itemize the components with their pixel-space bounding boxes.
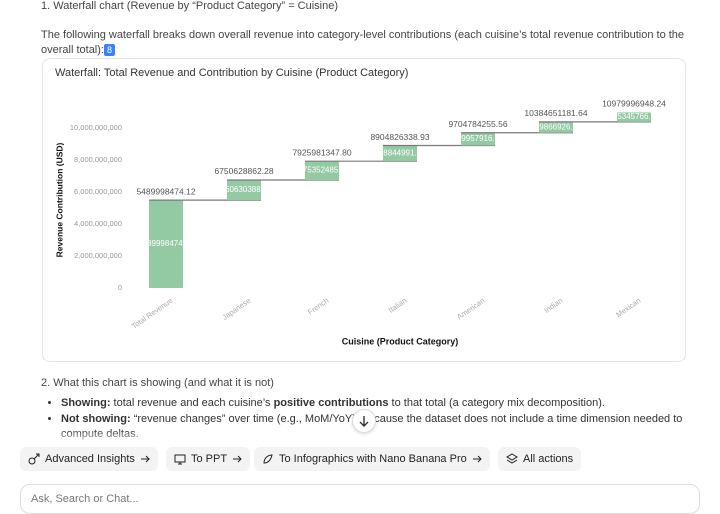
- bullet-text: total revenue and each cuisine’s: [110, 397, 274, 409]
- paragraph: The following waterfall breaks down over…: [41, 28, 691, 58]
- icon: [506, 453, 518, 464]
- bar: [227, 179, 261, 201]
- icon: [263, 454, 273, 464]
- button-label: To Infographics with Nano Banana Pro: [279, 453, 467, 465]
- y-tick-label: 4,000,000,000: [74, 219, 122, 228]
- bullet-bold: positive contributions: [273, 397, 389, 409]
- value-label: 1260630388.16: [216, 185, 272, 194]
- action-button[interactable]: All actions: [498, 447, 582, 471]
- value-label: 595345766.60: [608, 112, 660, 121]
- value-label: 978844991.13: [374, 148, 426, 157]
- x-tick-label: Japanese: [220, 296, 252, 322]
- total-label: 10979996948.24: [602, 99, 666, 109]
- x-tick-label: American: [455, 296, 486, 322]
- total-label: 5489998474.12: [136, 186, 195, 196]
- placeholder: Ask, Search or Chat...: [31, 493, 139, 505]
- button-label: To PPT: [191, 453, 228, 465]
- citation-badge[interactable]: 8: [103, 44, 115, 56]
- total-label: 10384651181.64: [524, 108, 587, 118]
- bullet-label: Showing:: [61, 397, 111, 409]
- x-tick-label: Mexican: [614, 296, 642, 319]
- x-axis-label: Cuisine (Product Category): [342, 336, 459, 346]
- chat-input[interactable]: Ask, Search or Chat...: [20, 484, 700, 514]
- bar: [461, 132, 495, 146]
- arrow: [140, 455, 150, 463]
- bar: [149, 200, 183, 288]
- x-tick-label: Total Revenue: [130, 296, 174, 331]
- y-axis-label: Revenue Contribution (USD): [54, 142, 64, 257]
- action-button[interactable]: To Infographics with Nano Banana Pro: [254, 447, 490, 471]
- arrow-icon: [359, 416, 369, 427]
- button-label: Advanced Insights: [45, 453, 135, 465]
- value-label: 799957916.63: [452, 134, 504, 143]
- action-button[interactable]: To PPT: [166, 447, 251, 471]
- action-button[interactable]: Advanced Insights: [20, 447, 158, 471]
- arrow: [233, 455, 242, 463]
- icon: [174, 454, 186, 465]
- section-heading: 2. What this chart is showing (and what …: [41, 377, 274, 389]
- y-tick-label: 6,000,000,000: [74, 187, 122, 196]
- y-tick-label: 10,000,000,000: [70, 123, 122, 132]
- value-label: 5489998474.12: [138, 239, 194, 248]
- bullet: Showing: total revenue and each cuisine’…: [61, 396, 711, 411]
- total-label: 6750628862.28: [214, 166, 273, 176]
- x-tick-label: French: [306, 296, 330, 317]
- chart-title: Waterfall: Total Revenue and Contributio…: [55, 67, 408, 79]
- bar: [617, 112, 651, 122]
- x-tick-label: Italian: [387, 296, 409, 315]
- heading: 1. Waterfall chart (Revenue by “Product …: [41, 0, 339, 12]
- y-tick-label: 0: [118, 283, 122, 292]
- total-label: 8904826338.93: [370, 132, 429, 142]
- arrow: [472, 455, 482, 463]
- bar: [305, 161, 339, 180]
- total-label: 7925981347.80: [292, 147, 351, 157]
- chart-card: [42, 58, 686, 362]
- total-label: 9704784255.56: [448, 119, 507, 129]
- icon: [28, 453, 40, 465]
- value-label: 679866926.08: [530, 122, 582, 131]
- button-label: All actions: [523, 453, 574, 465]
- value-label: 1175352485.52: [294, 166, 350, 175]
- y-tick-label: 8,000,000,000: [74, 155, 122, 164]
- paragraph-text: The following waterfall breaks down over…: [41, 29, 685, 56]
- bullet-text: to that total (a category mix decomposit…: [388, 397, 605, 409]
- x-tick-label: Indian: [542, 296, 564, 315]
- bullet-label: Not showing:: [61, 413, 131, 425]
- y-tick-label: 2,000,000,000: [74, 251, 122, 260]
- scroll-down-button[interactable]: [352, 409, 376, 433]
- bar: [383, 145, 417, 162]
- bar: [539, 121, 573, 133]
- fade: [0, 430, 720, 446]
- chart: Waterfall: Total Revenue and Contributio…: [54, 67, 666, 346]
- page: 1. Waterfall chart (Revenue by “Product …: [0, 0, 720, 500]
